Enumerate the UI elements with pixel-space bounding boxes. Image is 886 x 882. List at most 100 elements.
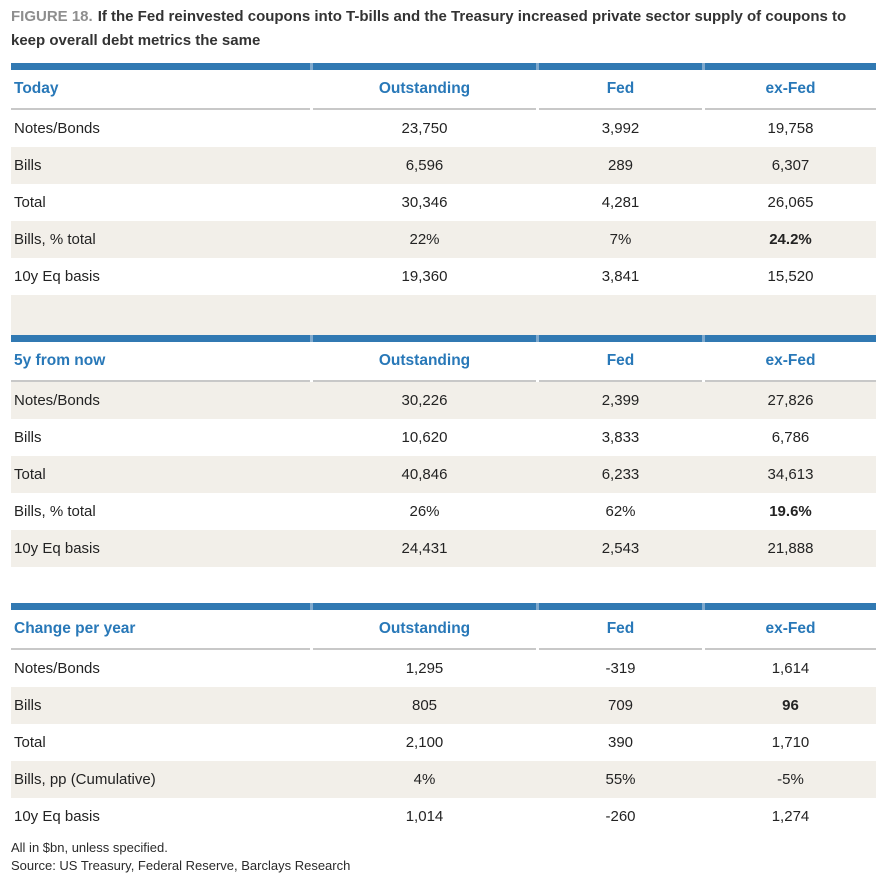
value-cell: 6,307 <box>771 157 810 174</box>
table-spacer <box>11 567 876 603</box>
row-label: Notes/Bonds <box>14 660 100 677</box>
value-cell: 6,596 <box>405 157 444 174</box>
table-row: Bills 6,596 289 6,307 <box>11 147 876 184</box>
value-cell: 30,226 <box>401 392 448 409</box>
top-border-segment <box>539 335 702 342</box>
row-label: Total <box>14 466 46 483</box>
table-top-border <box>11 63 876 70</box>
column-header: ex-Fed <box>705 342 876 382</box>
value-cell: 2,399 <box>601 392 640 409</box>
table-row: Notes/Bonds 1,295 -319 1,614 <box>11 650 876 687</box>
footnotes: All in $bn, unless specified. Source: US… <box>11 839 876 875</box>
row-label: 10y Eq basis <box>14 808 100 825</box>
tables-container: Today Outstanding Fed ex-Fed Notes/Bonds 23,7… <box>11 63 876 835</box>
value-cell: 30,346 <box>401 194 448 211</box>
value-cell: 3,841 <box>601 268 640 285</box>
table-title: 5y from now <box>11 342 310 382</box>
row-label: Bills <box>14 697 42 714</box>
top-border-segment <box>11 63 310 70</box>
table-row: Total 30,346 4,281 26,065 <box>11 184 876 221</box>
value-cell: 34,613 <box>767 466 814 483</box>
table-header-row: Change per year Outstanding Fed ex-Fed <box>11 610 876 650</box>
value-cell: 24.2% <box>769 231 812 248</box>
value-cell: 6,233 <box>601 466 640 483</box>
table-row: Bills, pp (Cumulative) 4% 55% -5% <box>11 761 876 798</box>
value-cell: 1,295 <box>405 660 444 677</box>
value-cell: -319 <box>605 660 636 677</box>
row-label: Bills, pp (Cumulative) <box>14 771 156 788</box>
top-border-segment <box>705 63 876 70</box>
value-cell: 4,281 <box>601 194 640 211</box>
row-label: Total <box>14 734 46 751</box>
footnote-source: Source: US Treasury, Federal Reserve, Ba… <box>11 858 351 873</box>
figure-label: FIGURE 18. <box>11 8 93 25</box>
data-table: Today Outstanding Fed ex-Fed Notes/Bonds 23,7… <box>11 63 876 295</box>
value-cell: -5% <box>777 771 804 788</box>
value-cell: 55% <box>605 771 636 788</box>
table-row: Total 2,100 390 1,710 <box>11 724 876 761</box>
value-cell: 19.6% <box>769 503 812 520</box>
row-label: Bills <box>14 157 42 174</box>
value-cell: 23,750 <box>401 120 448 137</box>
value-cell: 4% <box>413 771 436 788</box>
value-cell: 40,846 <box>401 466 448 483</box>
table-header-row: 5y from now Outstanding Fed ex-Fed <box>11 342 876 382</box>
table-row: Notes/Bonds 23,750 3,992 19,758 <box>11 110 876 147</box>
table-row: Notes/Bonds 30,226 2,399 27,826 <box>11 382 876 419</box>
table-title: Today <box>11 70 310 110</box>
top-border-segment <box>11 603 310 610</box>
value-cell: 709 <box>607 697 634 714</box>
column-header: Fed <box>539 610 702 650</box>
value-cell: 2,543 <box>601 540 640 557</box>
table-row: Bills, % total 26% 62% 19.6% <box>11 493 876 530</box>
top-border-segment <box>539 63 702 70</box>
table-row: 10y Eq basis 1,014 -260 1,274 <box>11 798 876 835</box>
value-cell: 390 <box>607 734 634 751</box>
table-row: 10y Eq basis 24,431 2,543 21,888 <box>11 530 876 567</box>
value-cell: 22% <box>409 231 440 248</box>
table-title: Change per year <box>11 610 310 650</box>
value-cell: 21,888 <box>767 540 814 557</box>
top-border-segment <box>313 63 536 70</box>
column-header: ex-Fed <box>705 610 876 650</box>
data-table: 5y from now Outstanding Fed ex-Fed Notes/Bon… <box>11 335 876 567</box>
table-row: Bills, % total 22% 7% 24.2% <box>11 221 876 258</box>
table-spacer <box>11 295 876 335</box>
row-label: 10y Eq basis <box>14 540 100 557</box>
row-label: Bills, % total <box>14 231 96 248</box>
top-border-segment <box>313 335 536 342</box>
value-cell: 2,100 <box>405 734 444 751</box>
value-cell: 15,520 <box>767 268 814 285</box>
value-cell: 7% <box>609 231 632 248</box>
value-cell: 62% <box>605 503 636 520</box>
column-header: Outstanding <box>313 342 536 382</box>
value-cell: 10,620 <box>401 429 448 446</box>
value-cell: 1,614 <box>771 660 810 677</box>
column-header: Outstanding <box>313 70 536 110</box>
value-cell: 24,431 <box>401 540 448 557</box>
row-label: 10y Eq basis <box>14 268 100 285</box>
figure-title-text: If the Fed reinvested coupons into T-bil… <box>11 8 847 49</box>
data-table: Change per year Outstanding Fed ex-Fed Notes… <box>11 603 876 835</box>
table-row: Bills 10,620 3,833 6,786 <box>11 419 876 456</box>
value-cell: 26% <box>409 503 440 520</box>
top-border-segment <box>539 603 702 610</box>
row-label: Bills <box>14 429 42 446</box>
value-cell: 96 <box>782 697 799 714</box>
value-cell: 3,992 <box>601 120 640 137</box>
row-label: Bills, % total <box>14 503 96 520</box>
value-cell: 3,833 <box>601 429 640 446</box>
table-row: Bills 805 709 96 <box>11 687 876 724</box>
value-cell: -260 <box>605 808 636 825</box>
column-header: Fed <box>539 70 702 110</box>
table-row: Total 40,846 6,233 34,613 <box>11 456 876 493</box>
footnote-units: All in $bn, unless specified. <box>11 840 168 855</box>
top-border-segment <box>705 335 876 342</box>
row-label: Notes/Bonds <box>14 392 100 409</box>
table-top-border <box>11 603 876 610</box>
column-header: Fed <box>539 342 702 382</box>
value-cell: 19,360 <box>401 268 448 285</box>
value-cell: 26,065 <box>767 194 814 211</box>
value-cell: 19,758 <box>767 120 814 137</box>
